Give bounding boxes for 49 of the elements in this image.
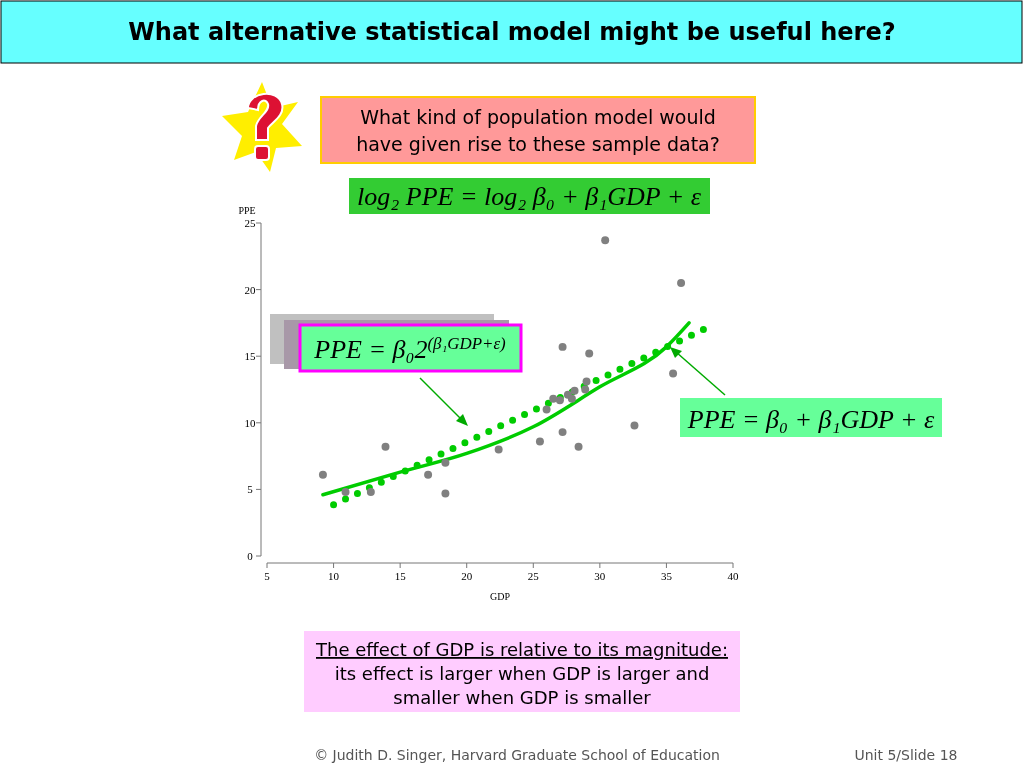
point — [630, 421, 639, 430]
point — [574, 442, 583, 451]
point — [582, 377, 591, 386]
text: © Judith D. Singer, Harvard Graduate School of Education — [314, 747, 720, 763]
x-tick-label: 25 — [527, 570, 540, 582]
point — [549, 394, 558, 403]
annotation: PPE = β₀ + β₁GDP + ε — [686, 405, 935, 434]
point — [570, 386, 579, 395]
point — [601, 236, 610, 245]
y-tick-label: 25 — [244, 217, 256, 229]
point — [441, 489, 450, 498]
point — [542, 405, 551, 414]
point — [341, 488, 350, 497]
point — [558, 342, 567, 351]
point — [585, 349, 594, 358]
point — [669, 369, 678, 378]
y-tick-label: 0 — [247, 550, 254, 562]
point — [581, 385, 590, 394]
x-tick-label: 5 — [264, 570, 271, 582]
x-tick-label: 30 — [594, 570, 606, 582]
text: log₂ PPE = log₂ β₀ + β₁GDP + ε — [357, 182, 702, 211]
x-tick-label: 10 — [328, 570, 340, 582]
point — [567, 394, 576, 403]
y-tick-label: 10 — [244, 416, 256, 429]
point — [424, 470, 433, 479]
x-tick-label: 15 — [394, 570, 407, 582]
chart-title: What alternative statistical model might be useful here? — [128, 18, 896, 46]
point — [441, 458, 450, 467]
text: What kind of population model would have given rise to these sample data? — [356, 106, 720, 155]
y-tick-label: 20 — [244, 283, 256, 296]
point — [558, 428, 567, 437]
text: Unit 5/Slide 18 — [854, 747, 958, 763]
x-axis-title: GDP — [489, 591, 511, 602]
x-tick-label: 20 — [461, 570, 473, 582]
annotation: PPE = β₀2$^{(β₁GDP+ε)}$ — [313, 333, 507, 364]
y-tick-label: 15 — [244, 350, 256, 363]
text: its effect is larger when GDP is larger and smaller when GDP is smaller — [334, 663, 710, 708]
y-tick-label: 5 — [247, 483, 254, 496]
point — [494, 445, 503, 454]
point — [677, 278, 686, 287]
x-tick-label: 35 — [660, 570, 673, 582]
y-axis-title: PPE — [238, 205, 256, 216]
point — [366, 488, 375, 497]
x-tick-label: 40 — [727, 570, 739, 582]
point — [318, 470, 327, 479]
point — [555, 396, 564, 405]
point — [381, 442, 390, 451]
point — [535, 437, 544, 446]
text: The effect of GDP is relative to its magnitude: — [315, 639, 728, 660]
